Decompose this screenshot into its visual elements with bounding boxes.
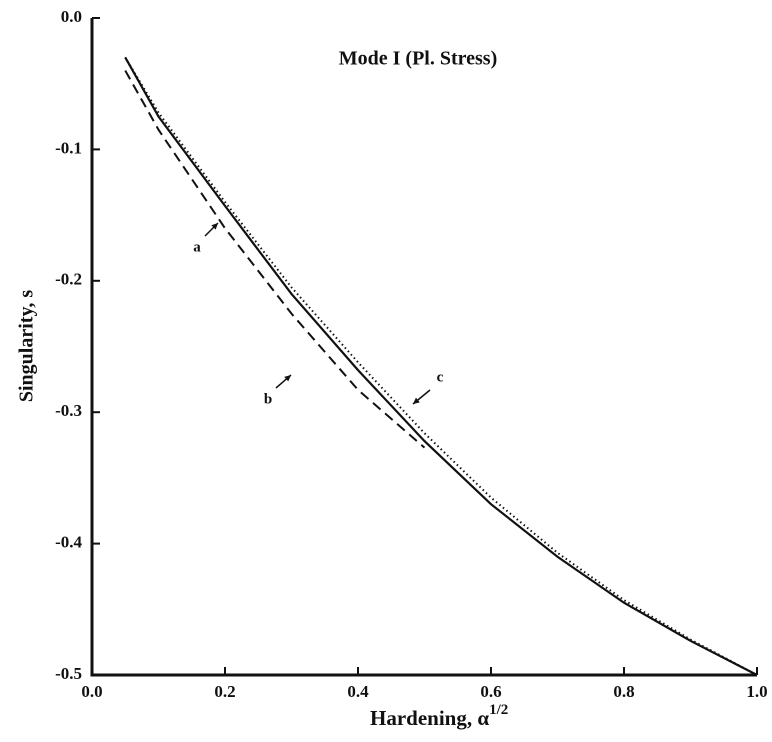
curve-label: b bbox=[264, 391, 272, 407]
arrow-head bbox=[413, 397, 420, 404]
x-tick-label: 0.8 bbox=[613, 682, 634, 701]
y-tick-label: -0.5 bbox=[55, 664, 82, 683]
y-tick-label: -0.2 bbox=[55, 270, 82, 289]
chart-title: Mode I (Pl. Stress) bbox=[339, 48, 498, 70]
y-tick-label: -0.4 bbox=[55, 533, 82, 552]
x-tick-label: 0.2 bbox=[214, 682, 235, 701]
y-tick-label: -0.1 bbox=[55, 138, 82, 157]
y-tick-label: -0.3 bbox=[55, 401, 82, 420]
x-tick-label: 0.6 bbox=[480, 682, 501, 701]
curve-label: a bbox=[193, 239, 201, 255]
curve-c bbox=[124, 56, 758, 676]
y-axis-label: Singularity, s bbox=[16, 290, 38, 402]
y-tick-label: 0.0 bbox=[61, 7, 82, 26]
x-tick-label: 0.4 bbox=[347, 682, 369, 701]
curve-b bbox=[124, 70, 426, 449]
curve-label: c bbox=[437, 369, 444, 385]
arrow-head bbox=[284, 375, 291, 382]
curve-a bbox=[124, 56, 758, 676]
x-tick-label: 0.0 bbox=[81, 682, 102, 701]
x-axis-label-main: Hardening, α bbox=[370, 706, 489, 730]
x-axis-label: Hardening, α1/2 bbox=[370, 702, 508, 729]
x-tick-label: 1.0 bbox=[746, 682, 767, 701]
x-axis-label-sup: 1/2 bbox=[489, 702, 508, 718]
axes bbox=[90, 18, 757, 677]
arrow-head bbox=[211, 223, 218, 230]
